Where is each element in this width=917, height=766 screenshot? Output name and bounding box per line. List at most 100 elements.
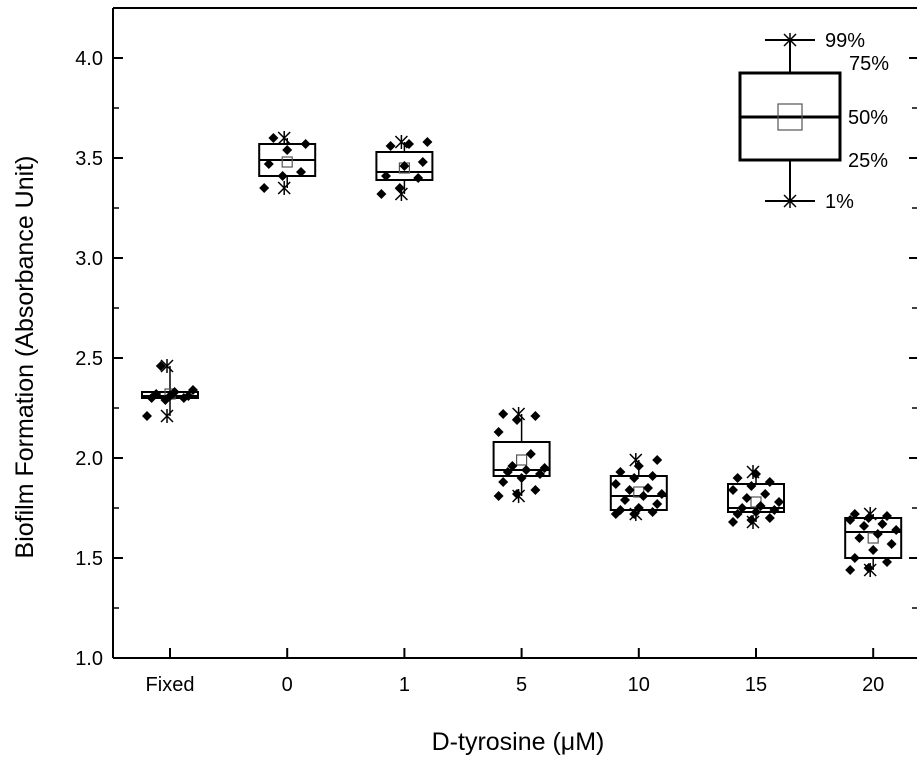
data-point	[656, 489, 667, 499]
data-point	[845, 565, 856, 575]
data-point	[385, 141, 396, 151]
data-point	[882, 511, 892, 521]
data-point	[728, 485, 738, 495]
data-point	[755, 501, 766, 511]
data-point	[732, 509, 743, 519]
data-point	[512, 415, 522, 425]
box-group-5	[492, 407, 551, 503]
mean-marker	[281, 156, 293, 168]
data-point	[746, 515, 757, 525]
box-group-20	[844, 507, 903, 577]
plot-marks	[141, 131, 903, 577]
data-point	[530, 485, 541, 495]
legend-label: 50%	[848, 107, 888, 129]
data-point	[142, 411, 152, 421]
data-point	[868, 545, 879, 555]
p99-marker	[160, 359, 174, 373]
data-point	[647, 507, 658, 517]
data-point	[751, 469, 761, 479]
box-group-Fixed	[141, 359, 199, 423]
data-point	[732, 473, 743, 483]
box-group-15	[727, 465, 785, 529]
p99-marker	[277, 131, 291, 145]
data-point	[633, 503, 644, 513]
legend-label: 99%	[825, 30, 865, 52]
data-point	[859, 521, 869, 531]
data-point	[652, 499, 663, 509]
data-point	[404, 139, 414, 149]
legend-label: 75%	[849, 53, 889, 75]
legend-p99-marker	[783, 33, 797, 47]
y-axis-title: Biofilm Formation (Absorbance Unit)	[11, 156, 39, 559]
p1-marker	[160, 409, 174, 423]
data-point	[854, 533, 865, 543]
box-group-10	[609, 453, 668, 521]
data-point	[882, 557, 892, 567]
data-point	[259, 183, 270, 193]
data-point	[263, 159, 274, 169]
y-tick-label: 2.5	[75, 348, 103, 370]
data-point	[399, 161, 410, 171]
data-point	[151, 389, 162, 399]
data-point	[417, 157, 428, 167]
data-point	[741, 493, 752, 503]
data-point	[521, 465, 532, 475]
y-tick-label: 1.0	[75, 648, 103, 670]
data-point	[774, 497, 784, 507]
data-point	[633, 461, 644, 471]
x-tick-label: 20	[862, 674, 884, 696]
box-iqr	[375, 151, 434, 181]
data-point	[512, 489, 522, 499]
data-point	[183, 391, 194, 401]
y-tick-label: 4.0	[75, 48, 103, 70]
data-point	[376, 189, 387, 199]
data-point	[769, 505, 780, 515]
data-point	[891, 525, 902, 535]
x-tick-label: 15	[745, 674, 767, 696]
data-point	[169, 387, 180, 397]
data-point	[507, 461, 518, 471]
data-point	[296, 167, 306, 177]
data-point	[886, 539, 897, 549]
data-point	[300, 139, 311, 149]
x-tick-label: 10	[628, 674, 650, 696]
data-point	[652, 455, 663, 465]
y-tick-label: 3.0	[75, 248, 103, 270]
data-point	[610, 479, 621, 489]
data-point	[530, 411, 541, 421]
data-point	[760, 489, 771, 499]
data-point	[381, 171, 391, 181]
data-point	[394, 183, 405, 193]
data-point	[615, 467, 626, 477]
data-point	[728, 517, 738, 527]
data-point	[525, 449, 536, 459]
data-point	[498, 477, 509, 487]
data-point	[502, 467, 513, 477]
data-point	[849, 553, 860, 563]
data-point	[188, 385, 198, 395]
data-point	[493, 427, 504, 437]
data-point	[282, 145, 293, 155]
data-point	[643, 483, 653, 493]
data-point	[863, 563, 874, 573]
legend: 99%75% 50% 25% 1%	[738, 30, 889, 213]
legend-mean-marker	[777, 103, 803, 131]
legend-label: 25%	[848, 150, 888, 172]
box-group-1	[375, 135, 434, 201]
p99-marker	[394, 135, 408, 149]
data-point	[422, 137, 433, 147]
data-point	[615, 505, 626, 515]
data-point	[638, 491, 649, 501]
y-tick-label: 2.0	[75, 448, 103, 470]
data-point	[498, 409, 509, 419]
data-point	[629, 509, 640, 519]
data-point	[155, 361, 166, 371]
data-point	[624, 485, 635, 495]
data-point	[849, 509, 860, 519]
x-tick-label: 5	[516, 674, 527, 696]
data-point	[877, 519, 888, 529]
data-point	[629, 473, 640, 483]
data-point	[413, 173, 424, 183]
box-group-0	[258, 131, 317, 195]
data-point	[493, 491, 504, 501]
